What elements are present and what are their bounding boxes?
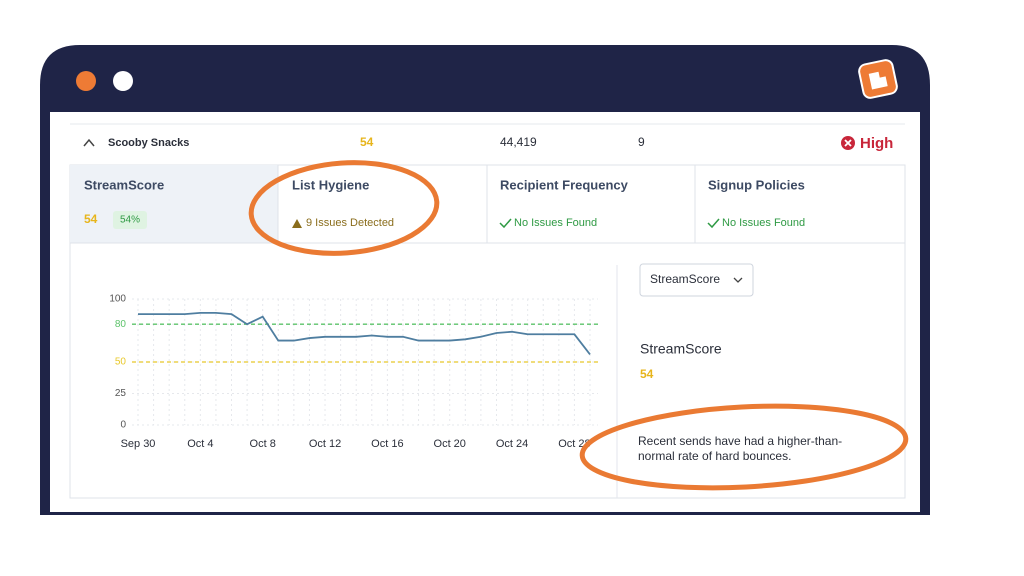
x-tick-label: Oct 16 xyxy=(371,438,403,450)
x-tick-label: Oct 24 xyxy=(496,438,528,450)
window-dot xyxy=(76,71,96,91)
tab-title[interactable]: Signup Policies xyxy=(708,177,805,192)
row-score: 54 xyxy=(360,135,374,149)
y-tick-label: 100 xyxy=(109,294,126,305)
x-tick-label: Oct 20 xyxy=(434,438,466,450)
tab-score: 54 xyxy=(84,212,98,226)
tab-status: No Issues Found xyxy=(514,217,597,229)
tab-title[interactable]: List Hygiene xyxy=(292,177,369,192)
badge: 54% xyxy=(120,215,140,226)
window-dot xyxy=(113,71,133,91)
dropdown[interactable] xyxy=(639,263,754,297)
y-tick-label: 25 xyxy=(115,388,127,399)
tab-title[interactable]: Recipient Frequency xyxy=(500,177,629,192)
collapse-chevron[interactable] xyxy=(83,138,95,147)
row-name: Scooby Snacks xyxy=(108,137,189,149)
x-tick-label: Sep 30 xyxy=(121,438,156,450)
detail-message: Recent sends have had a higher-than-norm… xyxy=(638,434,843,463)
detail-message-box: Recent sends have had a higher-than-norm… xyxy=(638,434,843,463)
series-line xyxy=(138,311,591,355)
dropdown-label[interactable]: StreamScore xyxy=(650,272,720,286)
row-volume: 44,419 xyxy=(500,135,537,149)
detail-heading: StreamScore xyxy=(640,341,722,357)
logo xyxy=(858,59,898,99)
risk-icon-x xyxy=(844,139,852,147)
check-icon xyxy=(707,218,720,229)
risk-label: High xyxy=(860,135,893,152)
tab-title[interactable]: StreamScore xyxy=(84,177,164,192)
x-tick-label: Oct 4 xyxy=(187,438,213,450)
x-tick-label: Oct 8 xyxy=(250,438,276,450)
detail-value: 54 xyxy=(640,367,654,381)
annotation-circle xyxy=(248,160,440,256)
warning-icon xyxy=(292,219,302,228)
tab-active-bg[interactable] xyxy=(70,165,278,243)
y-tick-label: 0 xyxy=(120,420,126,431)
y-tick-label: 80 xyxy=(115,319,127,330)
x-tick-label: Oct 12 xyxy=(309,438,341,450)
dropdown-chevron[interactable] xyxy=(733,277,743,283)
check-icon xyxy=(499,218,512,229)
y-tick-label: 50 xyxy=(115,357,127,368)
tab-status: No Issues Found xyxy=(722,217,805,229)
row-issues: 9 xyxy=(638,135,645,149)
tab-status: 9 Issues Detected xyxy=(306,217,394,229)
badge-bg xyxy=(113,211,147,229)
annotation-circle xyxy=(579,403,909,491)
